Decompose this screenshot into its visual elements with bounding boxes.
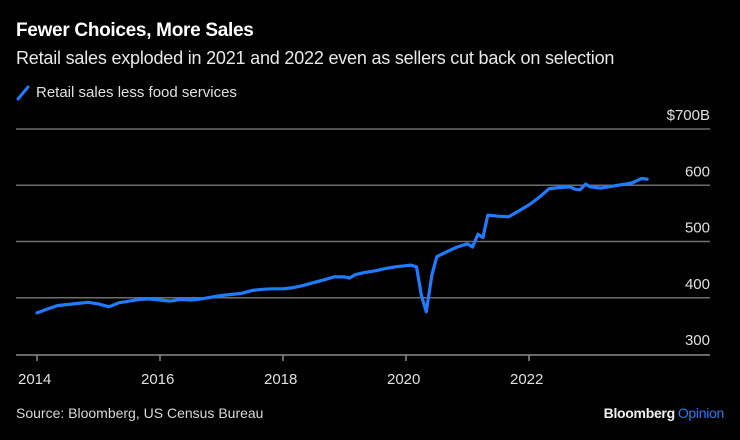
legend-label: Retail sales less food services xyxy=(36,84,237,101)
y-tick-label: 600 xyxy=(685,163,710,180)
x-tick-label: 2018 xyxy=(264,371,297,388)
gridlines xyxy=(16,128,710,299)
chart-title: Fewer Choices, More Sales xyxy=(16,20,254,41)
source-note: Source: Bloomberg, US Census Bureau xyxy=(16,405,264,421)
brand-logo: Bloomberg Opinion xyxy=(603,405,725,421)
legend: Retail sales less food services xyxy=(16,84,237,101)
y-tick-label: 500 xyxy=(685,220,710,237)
y-tick-label: 300 xyxy=(685,332,710,349)
brand-secondary: Opinion xyxy=(677,405,724,421)
y-tick-label: $700B xyxy=(667,107,710,124)
x-tick-label: 2022 xyxy=(510,371,543,388)
legend-line-icon xyxy=(16,85,30,100)
brand-primary: Bloomberg xyxy=(603,405,676,421)
chart-subtitle: Retail sales exploded in 2021 and 2022 e… xyxy=(16,48,615,68)
series-line-retail-sales xyxy=(35,176,649,315)
x-tick-label: 2014 xyxy=(18,371,51,388)
x-tick-label: 2020 xyxy=(387,371,420,388)
y-axis-labels: $700B 600 500 400 300 xyxy=(667,107,710,349)
y-tick-label: 400 xyxy=(685,276,710,293)
x-axis: 2014 2016 2018 2020 2022 xyxy=(16,354,710,388)
x-tick-label: 2016 xyxy=(141,371,174,388)
series-layer xyxy=(35,176,649,315)
